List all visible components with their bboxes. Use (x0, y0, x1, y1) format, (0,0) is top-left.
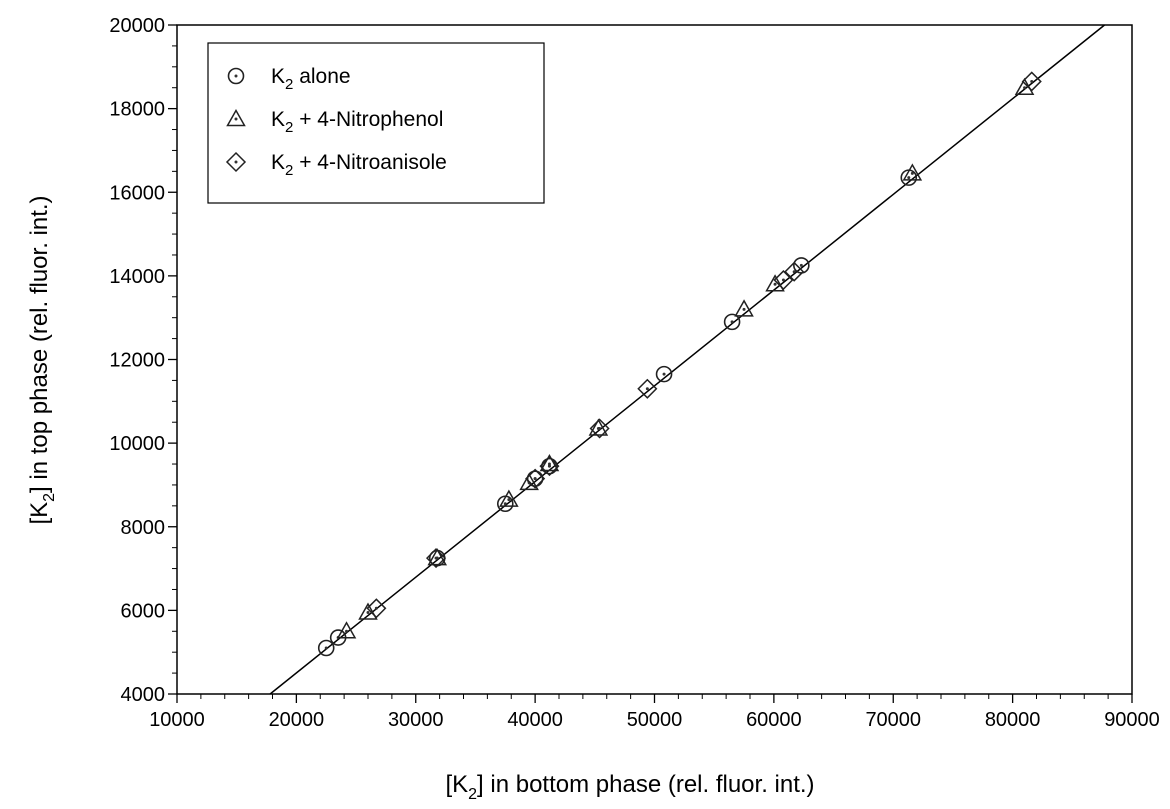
diamond-marker (425, 548, 447, 569)
y-tick-label: 18000 (109, 99, 165, 121)
y-axis-title: [K2] in top phase (rel. fluor. int.) (26, 195, 58, 524)
x-tick-label: 40000 (507, 709, 563, 731)
circle-marker (723, 313, 741, 331)
legend-box (207, 42, 545, 204)
triangle-marker (226, 108, 246, 127)
y-tick-label: 4000 (121, 684, 166, 706)
x-tick-label: 60000 (746, 709, 802, 731)
x-tick-label: 20000 (269, 709, 325, 731)
fit-line-group (269, 24, 1106, 695)
diamond-marker (784, 261, 805, 282)
triangle-marker (734, 299, 754, 317)
data-points (317, 71, 1042, 657)
triangle-marker (539, 454, 560, 472)
diamond-marker (366, 598, 387, 619)
triangle-marker (765, 274, 785, 292)
triangle-marker (499, 489, 519, 507)
y-tick-label: 6000 (121, 600, 166, 622)
triangle-marker (336, 621, 357, 639)
diamond-marker (539, 456, 560, 477)
diamond-marker (589, 418, 610, 439)
diamond-marker (225, 151, 247, 173)
y-tick-label: 12000 (109, 350, 165, 372)
x-axis-title: [K2] in bottom phase (rel. fluor. int.) (445, 771, 814, 803)
x-tick-label: 80000 (985, 709, 1041, 731)
series-1-triangle (336, 77, 1035, 639)
x-tick-label: 90000 (1104, 709, 1160, 731)
x-tick-label: 10000 (149, 709, 205, 731)
circle-marker (655, 365, 673, 383)
circle-marker (227, 67, 245, 85)
triangle-marker (902, 163, 923, 181)
diamond-marker (773, 269, 794, 291)
x-tick-label: 30000 (388, 709, 444, 731)
series-2-diamond (366, 71, 1042, 619)
y-axis-title-subscript: 2 (41, 493, 58, 502)
y-tick-label: 16000 (109, 182, 165, 204)
regression-line (269, 24, 1106, 695)
y-tick-label: 8000 (121, 517, 166, 539)
triangle-marker (358, 602, 378, 620)
diamond-marker (1021, 71, 1042, 92)
legend: K2 alone K2 + 4-Nitrophenol K2 + 4-Nitro… (207, 42, 545, 204)
legend-markers (225, 67, 247, 173)
legend-label-k2-nitroanisole: K2 + 4-Nitroanisole (271, 151, 447, 179)
axis-ticks: 10000 20000 30000 40000 50000 60000 70000 80000… (109, 15, 1159, 731)
legend-label-k2-alone: K2 alone (271, 65, 351, 93)
diamond-marker (637, 378, 658, 399)
circle-marker (317, 639, 335, 657)
x-axis-title-subscript: 2 (468, 786, 477, 803)
y-tick-label: 10000 (109, 433, 165, 455)
diamond-marker (525, 468, 546, 489)
legend-label-k2-nitrophenol: K2 + 4-Nitrophenol (271, 108, 443, 136)
y-tick-label: 14000 (109, 266, 165, 288)
x-tick-label: 50000 (627, 709, 683, 731)
x-tick-label: 70000 (865, 709, 921, 731)
y-tick-label: 20000 (109, 15, 165, 37)
